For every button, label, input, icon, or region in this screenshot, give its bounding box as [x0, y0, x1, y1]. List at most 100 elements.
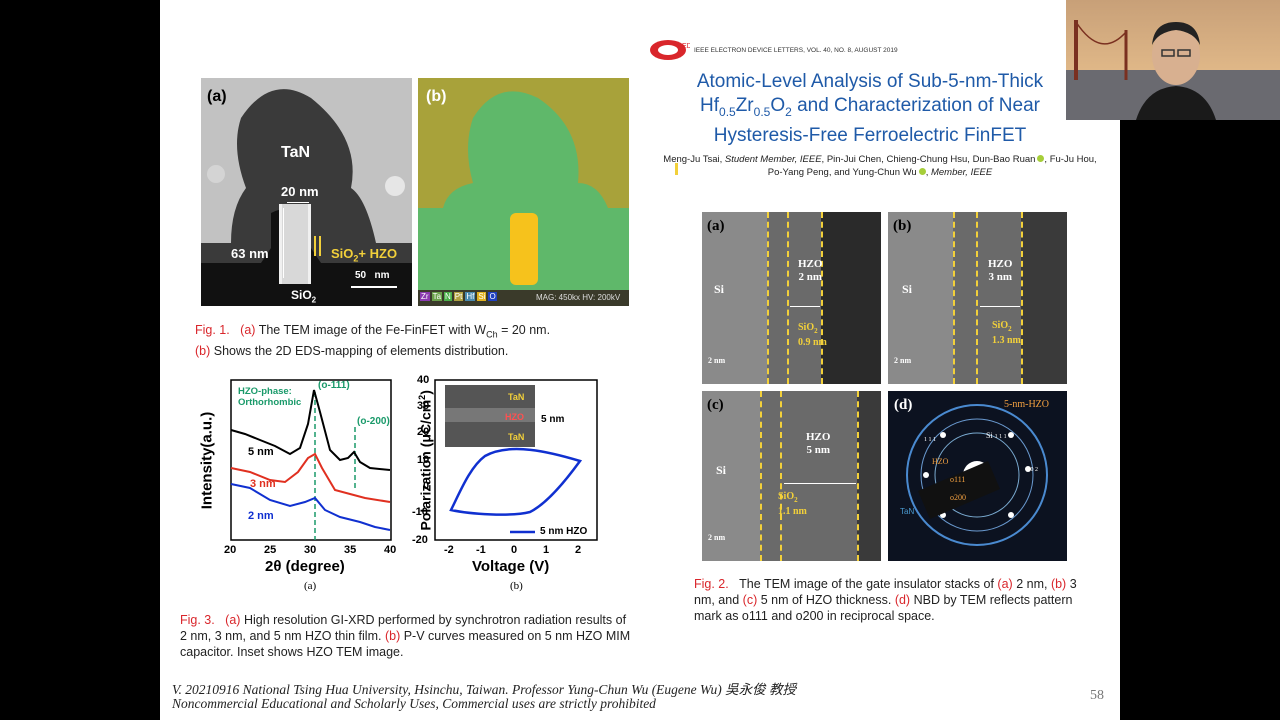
journal-header: IEEE ELECTRON DEVICE LETTERS, VOL. 40, N…: [694, 47, 898, 54]
text-cursor: [675, 163, 678, 175]
footer-line1: V. 20210916 National Tsing Hua Universit…: [172, 682, 797, 697]
hzo-region: [953, 212, 1021, 384]
height-arrow: [283, 208, 284, 278]
series-5nm-label: 5 nm: [248, 446, 274, 458]
xrd-ylabel: Intensity(a.u.): [198, 411, 216, 510]
fig2c-sio2: SiO2 1.1 nm: [778, 491, 807, 517]
fig2c-label: (c): [707, 397, 724, 413]
fig2b-si: Si: [902, 282, 913, 296]
eds-legend: Zr Ta N Pt Hf Si O: [420, 292, 497, 301]
pv-xtick-1: 1: [543, 544, 550, 556]
pv-ytick-40: 40: [417, 374, 430, 386]
stack-label: SiO2+ HZO: [331, 246, 398, 264]
fig1a-label: (a): [207, 88, 227, 105]
fig2d-si-label: Si 1 1 1: [986, 431, 1007, 440]
fig3-caption: Fig. 3. (a) High resolution GI-XRD perfo…: [180, 613, 631, 659]
hzo-region: [767, 212, 821, 384]
tem-structure-graphic: [201, 78, 412, 306]
sio2-label: SiO2: [291, 288, 317, 305]
fig2d-o200: o200: [950, 493, 966, 502]
height-label: 63 nm: [231, 246, 269, 261]
fig2c-si: Si: [716, 463, 727, 477]
boundary-line: [760, 391, 762, 561]
peak2-label: (o-200): [357, 416, 390, 427]
xrd-tick-25: 25: [264, 544, 277, 556]
eds-logo-icon: EDS: [650, 40, 697, 60]
pv-xlabel: Voltage (V): [472, 558, 550, 575]
fig1-caption: Fig. 1. (a) The TEM image of the Fe-FinF…: [195, 323, 551, 358]
footer-line2: Noncommercial Educational and Scholarly …: [172, 696, 656, 711]
phase-label: HZO-phase: Orthorhombic: [238, 386, 302, 408]
paper-title: Atomic-Level Analysis of Sub-5-nm-Thick …: [696, 71, 1044, 146]
xrd-tick-20: 20: [224, 544, 237, 556]
legend-pt: Pt: [453, 292, 464, 301]
fig2d-title: 5-nm-HZO: [1004, 399, 1049, 410]
fig2-panel-b: (b) Si HZO 3 nm SiO2 1.3 nm 2 nm: [888, 212, 1067, 384]
tan-label: TaN: [281, 144, 311, 161]
orcid-icon: [1037, 155, 1045, 162]
legend-si: Si: [477, 292, 487, 301]
pv-legend: 5 nm HZO: [540, 526, 588, 537]
legend-n: N: [444, 292, 452, 301]
boundary-line: [1021, 212, 1023, 384]
webcam-video: [1066, 0, 1280, 120]
tan-region: [821, 212, 881, 384]
fig2a-label: (a): [707, 218, 725, 234]
xrd-xlabel: 2θ (degree): [265, 558, 345, 575]
fig2b-sio2: SiO2 1.3 nm: [992, 320, 1021, 346]
pv-xtick-m1: -1: [476, 544, 486, 556]
ieee-logo: EDS: [648, 38, 697, 62]
xrd-svg: [230, 379, 392, 541]
fig2d-hzo-idx: 1 1 1: [924, 437, 936, 443]
width-label: 20 nm: [281, 184, 319, 199]
xrd-tick-40: 40: [384, 544, 397, 556]
legend-o: O: [488, 292, 497, 301]
si-region: [702, 391, 760, 561]
fig2d-o111: o111: [950, 475, 966, 484]
legend-zr: Zr: [420, 292, 430, 301]
boundary-line: [780, 391, 782, 561]
diffraction-pattern: [906, 404, 1048, 546]
fig2a-sio2: SiO2 0.9 nm: [798, 322, 827, 348]
si-region: [702, 212, 767, 384]
fig2d-hzo: HZO: [932, 457, 949, 466]
webcam-feed-graphic: [1066, 0, 1280, 120]
boundary-line: [787, 212, 789, 384]
boundary-line: [953, 212, 955, 384]
fig2c-hzo: HZO 5 nm: [806, 431, 831, 456]
pv-xtick-m2: -2: [444, 544, 454, 556]
fig3-pv-chart: Polarization (μC/cm2) 40 30 20 10 0 -10 …: [400, 372, 605, 597]
tan-region: [857, 391, 881, 561]
legend-ta: Ta: [431, 292, 443, 301]
fig2-panel-d: (d) 5-nm-HZO Si 1 1 1 1 1 1 0 0 2 HZO o1…: [888, 391, 1067, 561]
boundary-line: [976, 212, 978, 384]
fig3-xrd-chart: Intensity(a.u.) HZO-phase: Orthorhombic (…: [198, 372, 400, 597]
pv-ytick-10: 10: [417, 454, 430, 466]
width-arrow: [287, 202, 309, 203]
pv-ytick-20: 20: [417, 426, 430, 438]
slide: (a) TaN 20 nm 63 nm SiO2+ HZO 50 nm SiO2…: [160, 0, 1120, 720]
fig1-eds-map: (b) Zr Ta N Pt Hf Si O MAG: 450kx HV: 20…: [418, 78, 629, 306]
tan-region: [1021, 212, 1067, 384]
fig2b-hzo: HZO 3 nm: [988, 258, 1013, 283]
fig1b-label: (b): [426, 88, 447, 105]
hzo-arrow: [784, 483, 856, 484]
xrd-sub: (a): [304, 580, 317, 592]
eds-map-graphic: [418, 78, 629, 306]
stack-marker: [314, 236, 316, 256]
inset-tan-top: TaN: [508, 392, 525, 402]
fig2b-label: (b): [893, 218, 912, 234]
pv-svg: [434, 379, 598, 541]
inset-hzo: HZO: [505, 412, 524, 422]
hzo-region: [760, 391, 857, 561]
xrd-tick-35: 35: [344, 544, 357, 556]
series-3nm-label: 3 nm: [250, 478, 276, 490]
pv-sub: (b): [510, 580, 523, 592]
fig2c-scale: 2 nm: [708, 533, 726, 542]
pv-xtick-0: 0: [511, 544, 518, 556]
fig2a-si: Si: [714, 282, 725, 296]
inset-scale: 5 nm: [541, 414, 565, 425]
inset-tan-bot: TaN: [508, 432, 525, 442]
mag-label: MAG: 450kx HV: 200kV: [536, 293, 621, 302]
fig2b-scale: 2 nm: [894, 356, 912, 365]
